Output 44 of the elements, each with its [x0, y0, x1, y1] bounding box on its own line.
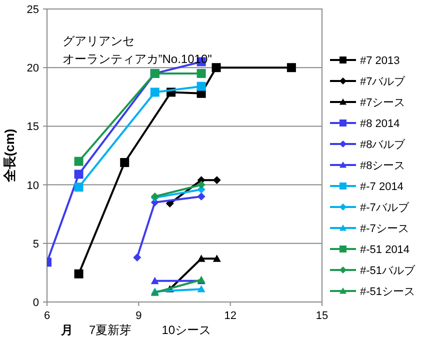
point	[197, 254, 206, 262]
legend-label: #-51 2014	[360, 244, 410, 256]
legend-label: #8 2014	[360, 118, 400, 130]
legend-label: #7 2013	[360, 55, 400, 67]
text: グアリアンセ	[62, 34, 134, 48]
y-tick-label: 10	[26, 180, 39, 192]
point	[212, 254, 221, 262]
point	[197, 180, 206, 189]
legend-label: #7シース	[360, 97, 406, 109]
legend-label: #7バルブ	[360, 75, 406, 88]
legend-label: #-7バルブ	[360, 201, 410, 214]
point	[74, 156, 84, 166]
point	[286, 63, 296, 72]
point	[133, 253, 142, 262]
point	[74, 269, 84, 278]
x-tick-label: 6	[44, 310, 50, 322]
point	[74, 182, 84, 192]
y-tick-label: 20	[26, 62, 39, 75]
legend-label: #8シース	[360, 160, 406, 172]
point	[212, 63, 221, 72]
y-tick-label: 5	[32, 238, 39, 250]
text: オーランティアカ”No.1010"	[62, 52, 212, 66]
point	[196, 68, 206, 78]
point	[120, 158, 130, 168]
point	[196, 82, 206, 91]
y-axis-title: 全長(cm)	[2, 128, 17, 184]
legend-label: #-51バルブ	[360, 264, 416, 277]
text: 7夏新芽	[89, 323, 132, 337]
y-tick-label: 25	[26, 4, 39, 16]
y-tick-label: 15	[26, 121, 39, 134]
x-tick-label: 12	[224, 310, 236, 322]
legend-label: #-51シース	[360, 286, 416, 298]
x-axis-title: 月	[60, 323, 73, 337]
legend-label: #-7 2014	[360, 181, 404, 193]
text: 10シース	[162, 323, 212, 337]
point	[197, 192, 206, 201]
point	[212, 176, 221, 184]
x-tick-label: 15	[316, 310, 328, 322]
x-tick-label: 9	[136, 310, 142, 322]
legend-label: #-7シース	[360, 223, 409, 235]
point	[150, 88, 160, 97]
y-tick-label: 0	[32, 297, 39, 309]
legend-label: #8バルブ	[360, 138, 406, 151]
point	[74, 170, 84, 179]
